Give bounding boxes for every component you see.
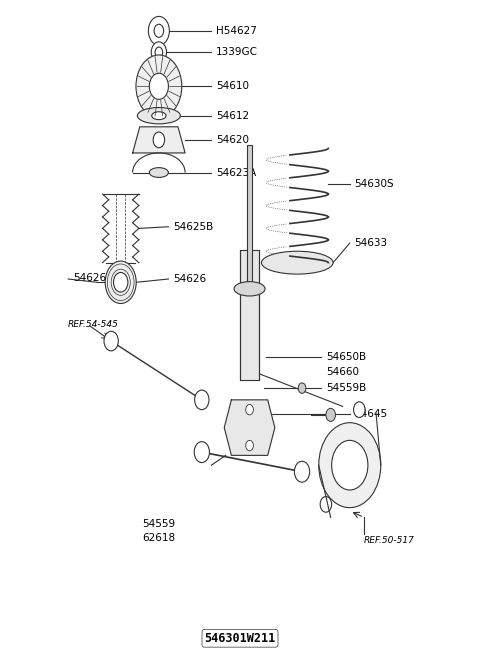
Text: 54626: 54626 bbox=[173, 274, 206, 284]
Circle shape bbox=[194, 441, 209, 462]
Text: 1339GC: 1339GC bbox=[216, 47, 258, 57]
Bar bbox=[247, 145, 252, 289]
Text: 54620: 54620 bbox=[216, 135, 249, 145]
Text: 62618: 62618 bbox=[142, 533, 175, 543]
Text: 54559B: 54559B bbox=[326, 383, 366, 393]
Circle shape bbox=[319, 422, 381, 508]
Circle shape bbox=[246, 440, 253, 451]
Text: 54633: 54633 bbox=[355, 238, 388, 248]
Circle shape bbox=[298, 383, 306, 394]
Circle shape bbox=[326, 408, 336, 421]
Ellipse shape bbox=[105, 261, 136, 304]
Polygon shape bbox=[224, 400, 275, 455]
Ellipse shape bbox=[114, 272, 128, 292]
Circle shape bbox=[246, 405, 253, 415]
Ellipse shape bbox=[262, 251, 333, 274]
Ellipse shape bbox=[149, 168, 168, 177]
Text: 54625B: 54625B bbox=[173, 222, 214, 232]
Circle shape bbox=[149, 73, 168, 99]
Text: 54610: 54610 bbox=[216, 81, 249, 91]
Text: 54559: 54559 bbox=[142, 519, 175, 529]
Text: 54645: 54645 bbox=[355, 409, 388, 419]
Circle shape bbox=[332, 440, 368, 490]
Text: 54660: 54660 bbox=[326, 367, 359, 377]
Circle shape bbox=[148, 16, 169, 45]
Ellipse shape bbox=[152, 112, 166, 119]
Circle shape bbox=[195, 390, 209, 409]
Circle shape bbox=[155, 47, 163, 58]
Text: 54630S: 54630S bbox=[355, 179, 394, 190]
Text: 54626: 54626 bbox=[73, 274, 106, 283]
Text: 546301W211: 546301W211 bbox=[204, 632, 276, 645]
Text: 54650B: 54650B bbox=[326, 352, 366, 361]
Text: 54623A: 54623A bbox=[216, 167, 256, 178]
Text: REF.50-517: REF.50-517 bbox=[364, 536, 415, 544]
Circle shape bbox=[320, 497, 332, 512]
Text: H54627: H54627 bbox=[216, 26, 257, 36]
Text: 546301W211: 546301W211 bbox=[203, 638, 277, 648]
Text: 54612: 54612 bbox=[216, 111, 249, 121]
Text: REF.54-545: REF.54-545 bbox=[68, 319, 119, 329]
Circle shape bbox=[136, 55, 182, 117]
Bar bbox=[240, 250, 259, 380]
Ellipse shape bbox=[234, 281, 265, 296]
Ellipse shape bbox=[137, 108, 180, 124]
Circle shape bbox=[151, 42, 167, 63]
Polygon shape bbox=[132, 127, 185, 153]
Circle shape bbox=[154, 24, 164, 37]
Circle shape bbox=[354, 402, 365, 417]
Circle shape bbox=[153, 132, 165, 148]
Circle shape bbox=[104, 331, 118, 351]
Circle shape bbox=[294, 461, 310, 482]
